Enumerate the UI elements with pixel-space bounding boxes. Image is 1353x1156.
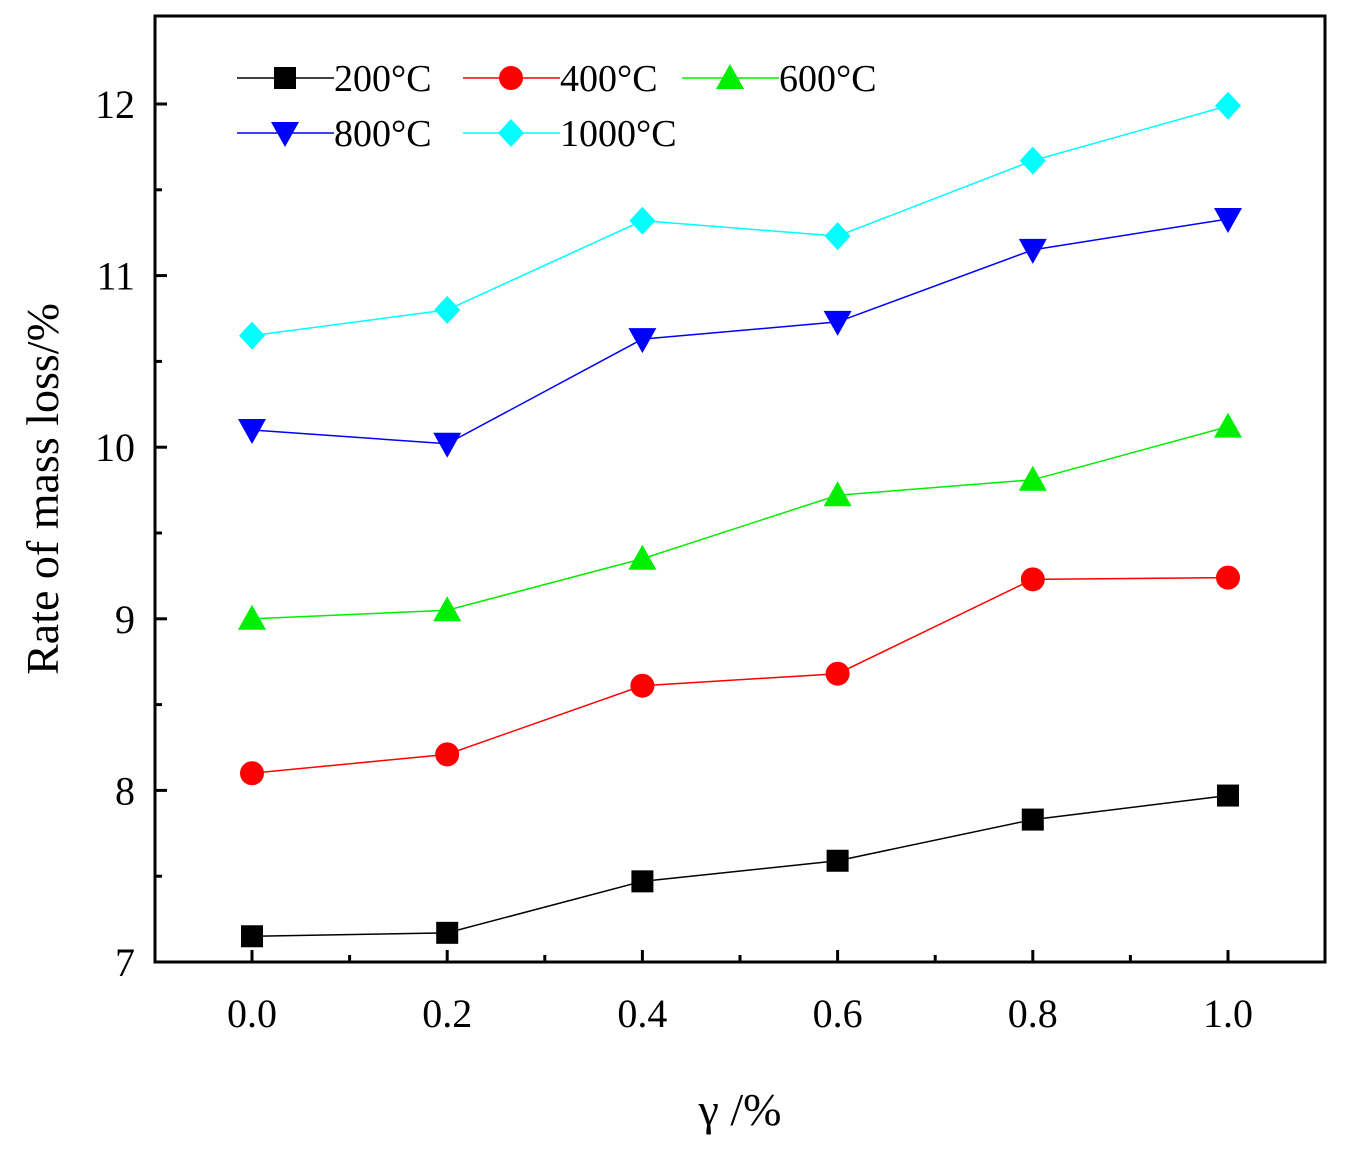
series-lines [251,104,1229,938]
data-point-800°C [1214,207,1242,233]
y-tick-label: 12 [95,82,135,127]
y-tick-label: 11 [96,254,135,299]
data-point-600°C [1018,465,1047,491]
x-axis: 0.0 0.2 0.4 0.6 0.8 1.0 [227,950,1253,1036]
legend-marker [271,122,299,147]
x-axis-title: γ /% [698,1084,782,1135]
legend-label: 600°C [779,58,877,100]
legend-label: 800°C [334,113,432,155]
data-point-200°C [241,925,263,948]
legend-marker [716,64,744,89]
legend: 200°C 400°C 600°C 800°C 1000°C [237,58,877,155]
legend-marker [498,119,524,147]
data-point-200°C [436,921,459,944]
legend-label: 200°C [334,58,432,100]
series-line-600°C [251,425,1229,620]
data-point-1000°C [239,321,265,350]
legend-marker [274,67,296,89]
x-tick-label: 0.8 [1008,991,1058,1036]
plot-frame [153,14,1327,964]
data-point-600°C [433,596,462,622]
x-tick-label: 0.4 [617,991,667,1036]
series-line-800°C [251,218,1229,445]
x-tick-label: 0.6 [813,991,863,1036]
y-tick-label: 8 [115,768,135,813]
data-point-400°C [630,673,655,698]
data-point-200°C [826,849,849,872]
y-tick-label: 9 [115,597,135,642]
data-point-400°C [825,661,850,686]
data-point-200°C [1021,808,1044,831]
data-point-800°C [823,310,852,336]
data-point-200°C [631,870,654,893]
data-point-600°C [1214,412,1242,438]
series-line-200°C [251,794,1229,938]
data-point-400°C [435,742,460,767]
legend-label: 400°C [560,58,658,100]
x-tick-label: 1.0 [1203,991,1253,1036]
legend-marker [499,66,523,90]
data-point-1000°C [824,222,851,251]
data-point-800°C [433,432,462,458]
series-line-1000°C [251,104,1229,337]
y-axis: 7 8 9 10 11 12 [95,82,167,985]
data-point-1000°C [1019,146,1046,175]
data-point-200°C [1217,784,1239,807]
data-point-800°C [238,419,266,445]
data-point-1000°C [629,206,656,235]
y-tick-label: 10 [95,425,135,470]
y-axis-title: Rate of mass loss/% [17,303,68,675]
legend-label: 1000°C [560,113,677,155]
x-tick-label: 0.0 [227,991,277,1036]
x-tick-label: 0.2 [422,991,472,1036]
series-line-400°C [251,576,1229,774]
data-point-600°C [823,481,852,507]
series-markers [238,91,1242,948]
data-point-800°C [628,328,657,354]
data-point-400°C [1020,567,1045,592]
y-tick-label: 7 [115,940,135,985]
data-point-600°C [238,604,266,630]
data-point-400°C [1216,565,1240,590]
data-point-400°C [240,761,264,786]
data-point-1000°C [1215,91,1241,120]
data-point-1000°C [434,295,461,324]
data-point-800°C [1018,238,1047,264]
data-point-600°C [628,544,657,570]
